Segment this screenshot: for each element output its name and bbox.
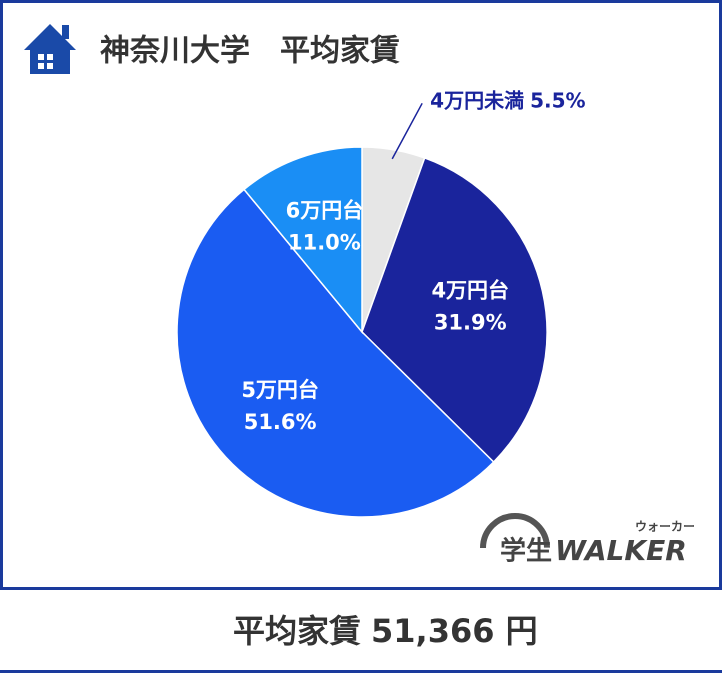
category-label: 5万円台 bbox=[241, 378, 319, 402]
leader-line bbox=[391, 102, 423, 160]
pie-slice bbox=[243, 146, 363, 335]
value-label: 51.6% bbox=[244, 410, 317, 434]
category-label: 4万円台 bbox=[431, 278, 509, 302]
logo-brand: WALKER bbox=[555, 534, 687, 567]
logo: 学生 WALKER ウォーカー bbox=[480, 513, 695, 583]
value-label: 11.0% bbox=[288, 231, 361, 255]
pie-slice bbox=[361, 156, 548, 464]
category-label: 4万円未満 bbox=[430, 88, 524, 112]
logo-reading: ウォーカー bbox=[635, 520, 695, 534]
category-label: 6万円台 bbox=[286, 199, 364, 223]
value-label: 31.9% bbox=[434, 310, 507, 334]
footer-line bbox=[0, 670, 722, 673]
slice-label: 4万円未満 5.5% bbox=[430, 88, 585, 112]
value-label: 5.5% bbox=[530, 88, 585, 112]
logo-main: 学生 bbox=[500, 536, 552, 567]
pie: 4万円未満 5.5% 4万円台 31.9% 5万円台 51.6% 6万円台 11.0% bbox=[176, 88, 586, 518]
footer-value: 51,366 円 bbox=[371, 612, 538, 650]
footer-label: 平均家賃 bbox=[233, 612, 361, 650]
chart-title: 神奈川大学 平均家賃 bbox=[100, 34, 400, 69]
house-icon bbox=[24, 24, 76, 74]
pie-slice bbox=[176, 188, 495, 518]
